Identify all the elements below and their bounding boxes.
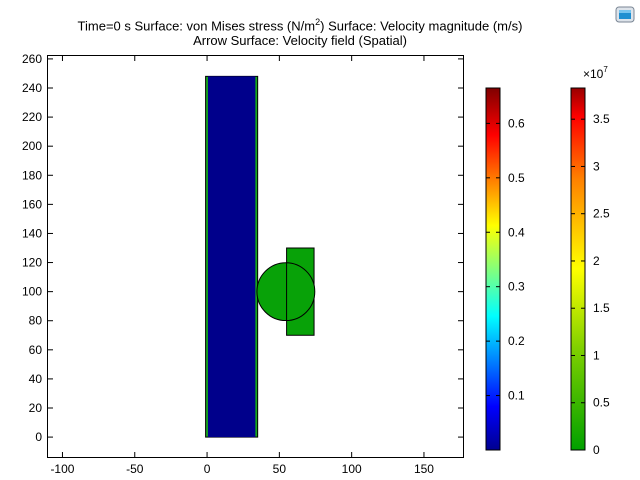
colorbar-tick-label: 1.5: [593, 301, 610, 315]
colorbar-tick-label: 0.5: [508, 171, 525, 185]
y-tick-label: 220: [22, 110, 42, 124]
x-tick-label: -100: [50, 462, 74, 476]
colorbar-tick-label: 0.2: [508, 334, 525, 348]
x-tick-label: 0: [204, 462, 211, 476]
y-axis: 0 20 40 60 80 100 120 140 160 180 200 220 240 260: [22, 52, 463, 444]
colorbar-tick-label: 0.6: [508, 116, 525, 130]
stress-colorbar: [570, 87, 586, 451]
x-axis: -100 -50 0 50 100 150: [50, 56, 434, 476]
y-tick-label: 240: [22, 81, 42, 95]
x-tick-label: 150: [414, 462, 434, 476]
colorbar-tick-label: 1: [593, 348, 600, 362]
colorbar-tick-label: 3: [593, 159, 600, 173]
title-suffix: ) Surface: Velocity magnitude (m/s): [320, 18, 523, 34]
title-prefix: Time=0 s Surface: von Mises stress (N/m: [77, 18, 316, 34]
view-icon[interactable]: [615, 6, 635, 23]
y-tick-label: 160: [22, 197, 42, 211]
colorbar-tick-label: 0.5: [593, 396, 610, 410]
velocity-colorbar: [485, 87, 501, 451]
x-tick-label: 100: [342, 462, 362, 476]
colorbar-tick-label: 0.1: [508, 389, 525, 403]
colorbar-tick-label: 3.5: [593, 112, 610, 126]
y-tick-label: 200: [22, 139, 42, 153]
elastic-bar-stress-field: [207, 76, 256, 438]
fluid-disk: [256, 262, 316, 322]
colorbar-tick-label: 0.3: [508, 280, 525, 294]
colorbar-tick-label: 2.5: [593, 207, 610, 221]
geometry-layer: [205, 75, 316, 438]
y-tick-label: 20: [29, 401, 43, 415]
y-tick-label: 60: [29, 343, 43, 357]
colorbar-tick-label: 2: [593, 254, 600, 268]
y-tick-label: 40: [29, 372, 43, 386]
y-tick-label: 260: [22, 52, 42, 66]
stress-colorbar-ticks: 0 0.5 1 1.5 2 2.5 3 3.5: [571, 112, 610, 457]
x-tick-label: 50: [273, 462, 287, 476]
y-tick-label: 120: [22, 256, 42, 270]
x-tick-label: -50: [126, 462, 144, 476]
y-tick-label: 100: [22, 285, 42, 299]
plot-title-line-2: Arrow Surface: Velocity field (Spatial): [193, 33, 407, 48]
colorbar-tick-label: 0.4: [508, 225, 525, 239]
colorbar-tick-label: 0: [593, 443, 600, 457]
plot-title-line-1: Time=0 s Surface: von Mises stress (N/m2…: [0, 17, 600, 33]
stress-colorbar-multiplier: ×107: [583, 65, 608, 81]
y-tick-label: 140: [22, 226, 42, 240]
velocity-colorbar-ticks: 0.1 0.2 0.3 0.4 0.5 0.6: [486, 116, 525, 403]
title-superscript: 2: [315, 17, 321, 27]
y-tick-label: 0: [35, 430, 42, 444]
y-tick-label: 80: [29, 314, 43, 328]
y-tick-label: 180: [22, 168, 42, 182]
